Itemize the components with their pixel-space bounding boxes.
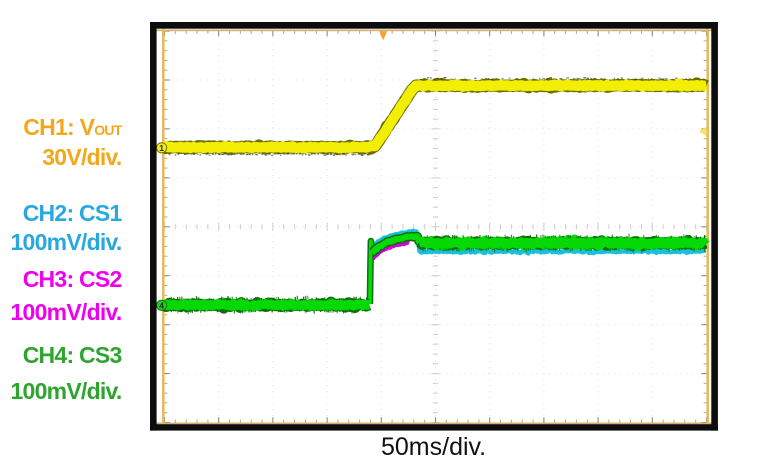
svg-text:4: 4 — [159, 301, 164, 311]
svg-text:1: 1 — [159, 143, 164, 153]
